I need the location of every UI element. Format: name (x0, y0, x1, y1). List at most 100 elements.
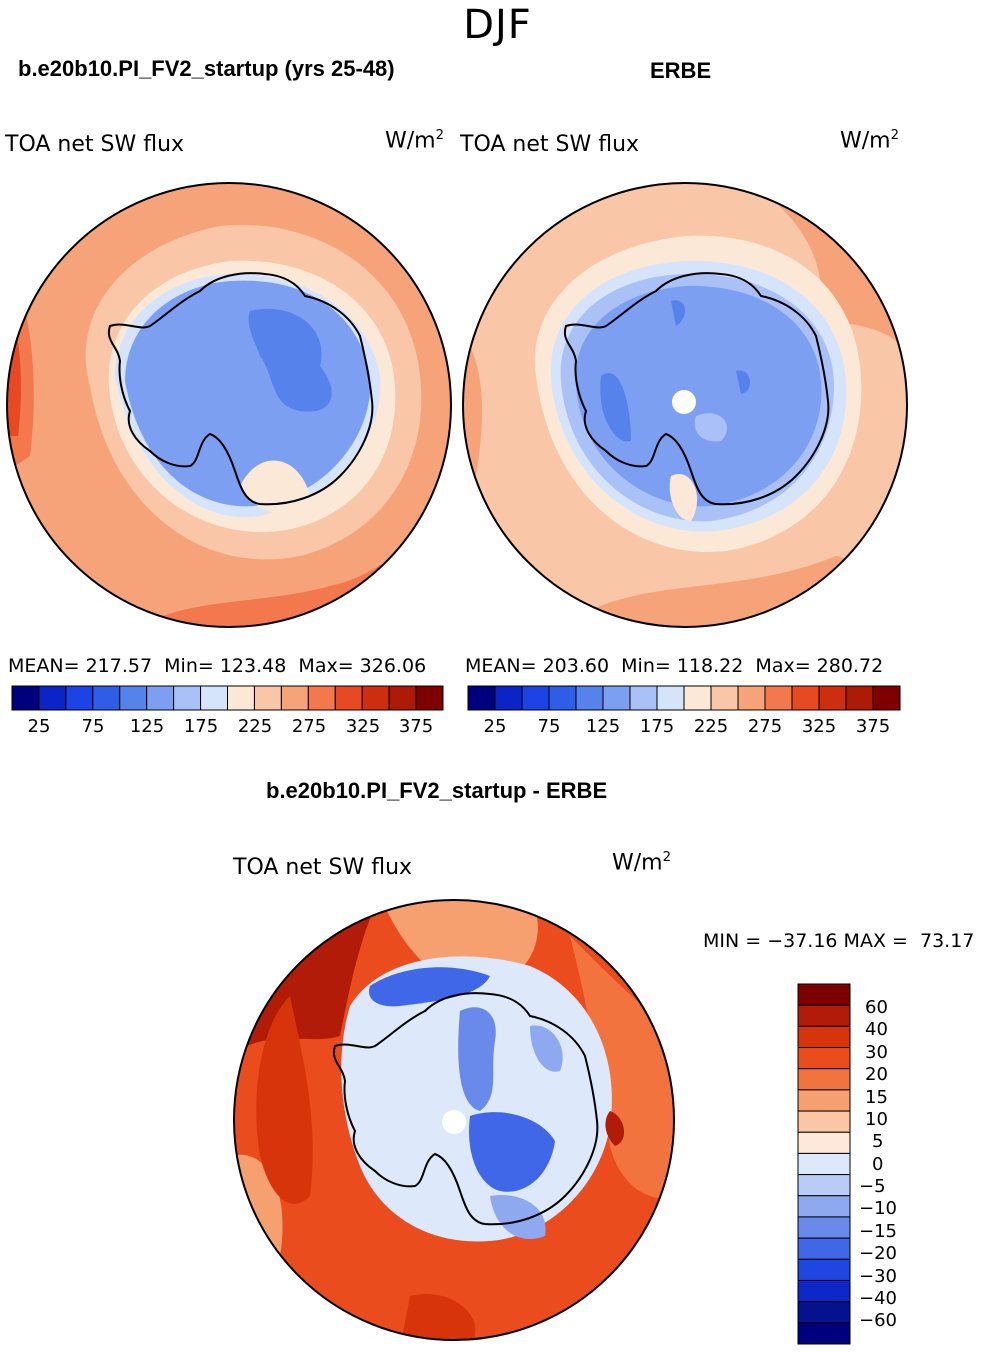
diff-stats: MIN = −37.16 MAX = 73.17 (703, 930, 975, 952)
diff-colorbar-swatch (797, 1068, 851, 1091)
model-tick-label: 175 (183, 716, 219, 737)
obs-units-label: W/m2 (840, 128, 899, 154)
obs-tick-label: 225 (693, 716, 729, 737)
model-colorbar-swatch (38, 685, 67, 711)
obs-panel-title: ERBE (650, 58, 712, 83)
obs-tick-label: 175 (639, 716, 675, 737)
model-colorbar-swatch (280, 685, 309, 711)
diff-polar-map (233, 899, 675, 1341)
model-panel-title: b.e20b10.PI_FV2_startup (yrs 25-48) (18, 56, 395, 81)
model-colorbar-swatch (146, 685, 175, 711)
model-variable-label: TOA net SW flux (5, 132, 185, 157)
obs-colorbar-swatch (710, 685, 739, 711)
model-colorbar-swatch (119, 685, 148, 711)
obs-colorbar-swatch (548, 685, 577, 711)
diff-colorbar-ticks: 60 40 30 20 15 10 5 0 −5 −10 −15 −20 −30… (855, 984, 915, 1344)
obs-colorbar-swatch (656, 685, 685, 711)
obs-colorbar-swatch (575, 685, 604, 711)
model-colorbar-swatch (334, 685, 363, 711)
model-tick-label: 275 (291, 716, 327, 737)
model-tick-label: 25 (27, 716, 51, 737)
diff-tick-label: 15 (865, 1087, 888, 1108)
diff-colorbar-swatch (797, 1047, 851, 1070)
diff-panel-title: b.e20b10.PI_FV2_startup - ERBE (266, 778, 608, 803)
diff-tick-label: −60 (859, 1310, 897, 1331)
diff-colorbar-swatch (797, 1152, 851, 1176)
diff-tick-label: 0 (872, 1154, 884, 1175)
model-polar-map (6, 182, 452, 628)
model-colorbar-swatch (92, 685, 121, 711)
diff-tick-label: 10 (865, 1109, 888, 1130)
model-colorbar-swatch (11, 685, 40, 711)
model-tick-label: 75 (81, 716, 105, 737)
obs-colorbar-ticks: 25 75 125 175 225 275 325 375 (468, 716, 900, 740)
diff-colorbar-swatch (797, 1174, 851, 1197)
obs-tick-label: 325 (801, 716, 837, 737)
obs-tick-label: 25 (483, 716, 507, 737)
obs-colorbar-swatch (764, 685, 793, 711)
diff-colorbar-swatch (797, 1216, 851, 1239)
diff-tick-label: 60 (865, 997, 888, 1018)
diff-variable-label: TOA net SW flux (233, 855, 413, 880)
model-colorbar-swatch (307, 685, 336, 711)
obs-colorbar-swatch (467, 685, 496, 711)
diff-colorbar-swatch (797, 1258, 851, 1281)
diff-tick-label: −5 (859, 1176, 886, 1197)
obs-tick-label: 375 (855, 716, 891, 737)
model-colorbar-swatch (361, 685, 390, 711)
diff-units-label: W/m2 (612, 850, 671, 876)
model-colorbar-swatch (227, 685, 255, 711)
obs-colorbar-swatch (494, 685, 523, 711)
diff-colorbar-swatch (797, 1322, 851, 1345)
diff-colorbar-swatch (797, 1131, 851, 1154)
diff-colorbar-swatch (797, 1025, 851, 1049)
obs-tick-label: 75 (537, 716, 561, 737)
obs-colorbar-swatch (521, 685, 550, 711)
obs-colorbar-swatch (737, 685, 766, 711)
diff-tick-label: 30 (865, 1042, 888, 1063)
obs-colorbar-swatch (872, 685, 901, 711)
model-colorbar-swatch (173, 685, 202, 711)
figure-title: DJF (463, 2, 532, 48)
obs-colorbar-swatch (791, 685, 820, 711)
model-colorbar-swatch (415, 685, 444, 711)
diff-tick-label: 20 (865, 1064, 888, 1085)
obs-stats: MEAN= 203.60 Min= 118.22 Max= 280.72 (465, 655, 884, 677)
diff-colorbar-swatch (797, 1004, 851, 1027)
obs-colorbar-swatch (602, 685, 631, 711)
diff-colorbar (797, 983, 851, 1345)
model-stats: MEAN= 217.57 Min= 123.48 Max= 326.06 (8, 655, 427, 677)
model-colorbar-swatch (388, 685, 417, 711)
diff-colorbar-swatch (797, 1110, 851, 1133)
diff-tick-label: −30 (859, 1266, 897, 1287)
diff-tick-label: 40 (865, 1019, 888, 1040)
diff-colorbar-swatch (797, 1301, 851, 1324)
obs-colorbar-swatch (629, 685, 658, 711)
obs-colorbar-swatch (818, 685, 847, 711)
obs-colorbar-swatch (683, 685, 712, 711)
diff-colorbar-swatch (797, 1195, 851, 1218)
obs-variable-label: TOA net SW flux (460, 132, 640, 157)
obs-polar-map (462, 182, 908, 628)
diff-tick-label: −40 (859, 1288, 897, 1309)
model-tick-label: 225 (237, 716, 273, 737)
model-colorbar-swatch (65, 685, 94, 711)
diff-colorbar-swatch (797, 1089, 851, 1112)
model-tick-label: 325 (345, 716, 381, 737)
obs-colorbar-swatch (845, 685, 874, 711)
obs-tick-label: 125 (585, 716, 621, 737)
diff-tick-label: −10 (859, 1198, 897, 1219)
diff-tick-label: −20 (859, 1243, 897, 1264)
diff-tick-label: 5 (872, 1131, 884, 1152)
diff-colorbar-swatch (797, 1279, 851, 1303)
diff-tick-label: −15 (859, 1221, 897, 1242)
model-tick-label: 375 (398, 716, 434, 737)
obs-colorbar (467, 685, 901, 711)
model-colorbar (11, 685, 444, 711)
obs-tick-label: 275 (747, 716, 783, 737)
model-colorbar-swatch (200, 685, 228, 711)
model-colorbar-ticks: 25 75 125 175 225 275 325 375 (12, 716, 443, 740)
diff-colorbar-swatch (797, 1237, 851, 1260)
model-colorbar-swatch (253, 685, 282, 711)
model-tick-label: 125 (129, 716, 165, 737)
